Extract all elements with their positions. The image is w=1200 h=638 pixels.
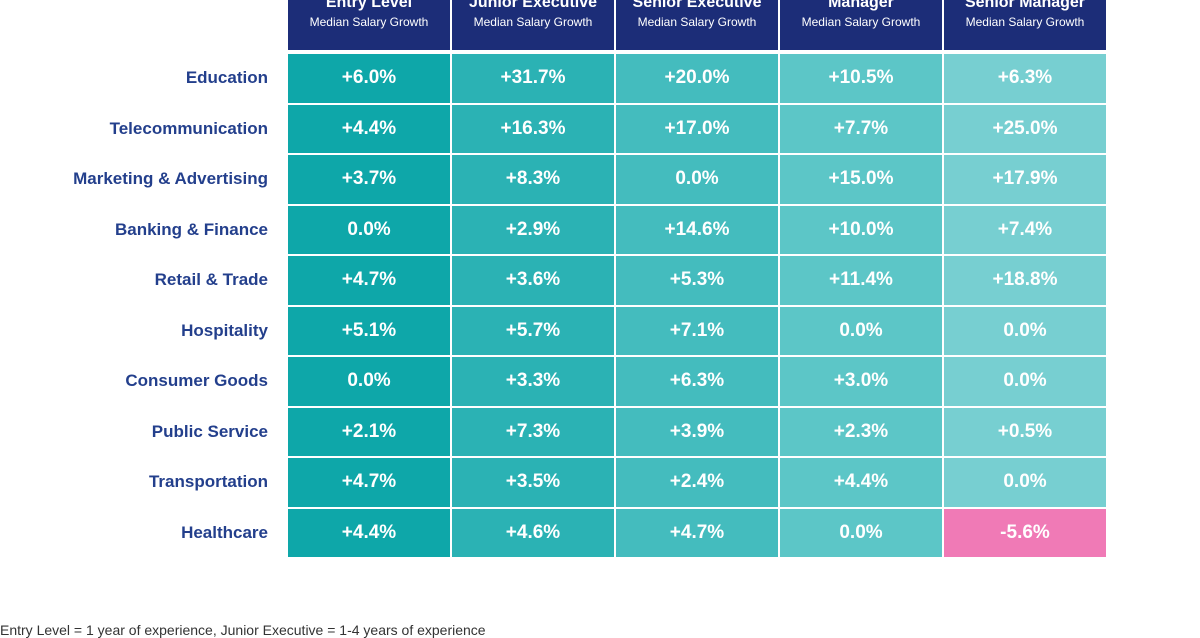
row-label: Consumer Goods [125, 371, 268, 391]
cell: +4.7% [288, 256, 450, 305]
cell: +4.7% [288, 458, 450, 507]
cell: +4.6% [452, 508, 614, 557]
row-label: Retail & Trade [154, 270, 268, 290]
column-title: Junior Executive [468, 0, 598, 11]
cell: +7.3% [452, 407, 614, 456]
row-label: Transportation [148, 472, 268, 492]
cell: +3.5% [452, 458, 614, 507]
column-title: Manager [828, 0, 894, 11]
cell: +2.3% [780, 407, 942, 456]
cell: +17.9% [944, 155, 1106, 204]
cell: +10.0% [780, 205, 942, 254]
cell: +2.1% [288, 407, 450, 456]
row-label: Education [185, 68, 268, 88]
cell: +6.3% [944, 54, 1106, 103]
cell: +3.6% [452, 256, 614, 305]
column-header: Junior Executive Median Salary Growth [452, 0, 614, 50]
cell: +2.9% [452, 205, 614, 254]
footnote: Entry Level = 1 year of experience, Juni… [0, 622, 486, 638]
cell: +16.3% [452, 104, 614, 153]
column-title: Entry Level [325, 0, 413, 11]
cell: +3.3% [452, 357, 614, 406]
column-title: Senior Manager [964, 0, 1086, 11]
cell: 0.0% [288, 205, 450, 254]
column-subtitle: Median Salary Growth [965, 15, 1085, 29]
cell: +3.9% [616, 407, 778, 456]
column-header: Senior Manager Median Salary Growth [944, 0, 1106, 50]
cell: 0.0% [288, 357, 450, 406]
cell: 0.0% [616, 155, 778, 204]
cell: +6.3% [616, 357, 778, 406]
column-header: Manager Median Salary Growth [780, 0, 942, 50]
cell: +11.4% [780, 256, 942, 305]
cell: +15.0% [780, 155, 942, 204]
row-label: Telecommunication [109, 118, 268, 138]
cell: +14.6% [616, 205, 778, 254]
cell: +4.4% [288, 104, 450, 153]
column-subtitle: Median Salary Growth [801, 15, 921, 29]
row-label: Healthcare [181, 522, 268, 542]
cell: +4.4% [288, 508, 450, 557]
cell: +7.7% [780, 104, 942, 153]
cell: +20.0% [616, 54, 778, 103]
cell: +7.4% [944, 205, 1106, 254]
cell: +5.7% [452, 306, 614, 355]
cell: +3.0% [780, 357, 942, 406]
column-header: Senior Executive Median Salary Growth [616, 0, 778, 50]
column-title: Senior Executive [632, 0, 762, 11]
cell: +2.4% [616, 458, 778, 507]
row-label: Public Service [151, 421, 268, 441]
column-header: Entry Level Median Salary Growth [288, 0, 450, 50]
cell: +4.4% [780, 458, 942, 507]
cell: +5.1% [288, 306, 450, 355]
cell: +17.0% [616, 104, 778, 153]
cell: +25.0% [944, 104, 1106, 153]
cell: +18.8% [944, 256, 1106, 305]
cell: +6.0% [288, 54, 450, 103]
cell: 0.0% [944, 458, 1106, 507]
cell: +10.5% [780, 54, 942, 103]
cell: +5.3% [616, 256, 778, 305]
cell: 0.0% [780, 306, 942, 355]
column-subtitle: Median Salary Growth [637, 15, 757, 29]
cell: +31.7% [452, 54, 614, 103]
cell: +0.5% [944, 407, 1106, 456]
cell: -5.6% [944, 508, 1106, 557]
cell: 0.0% [944, 306, 1106, 355]
row-label: Hospitality [181, 320, 268, 340]
cell: 0.0% [780, 508, 942, 557]
cell: +8.3% [452, 155, 614, 204]
cell: 0.0% [944, 357, 1106, 406]
cell: +7.1% [616, 306, 778, 355]
row-label: Marketing & Advertising [73, 169, 268, 189]
column-subtitle: Median Salary Growth [473, 15, 593, 29]
cell: +4.7% [616, 508, 778, 557]
column-subtitle: Median Salary Growth [309, 15, 429, 29]
cell: +3.7% [288, 155, 450, 204]
row-label: Banking & Finance [114, 219, 268, 239]
